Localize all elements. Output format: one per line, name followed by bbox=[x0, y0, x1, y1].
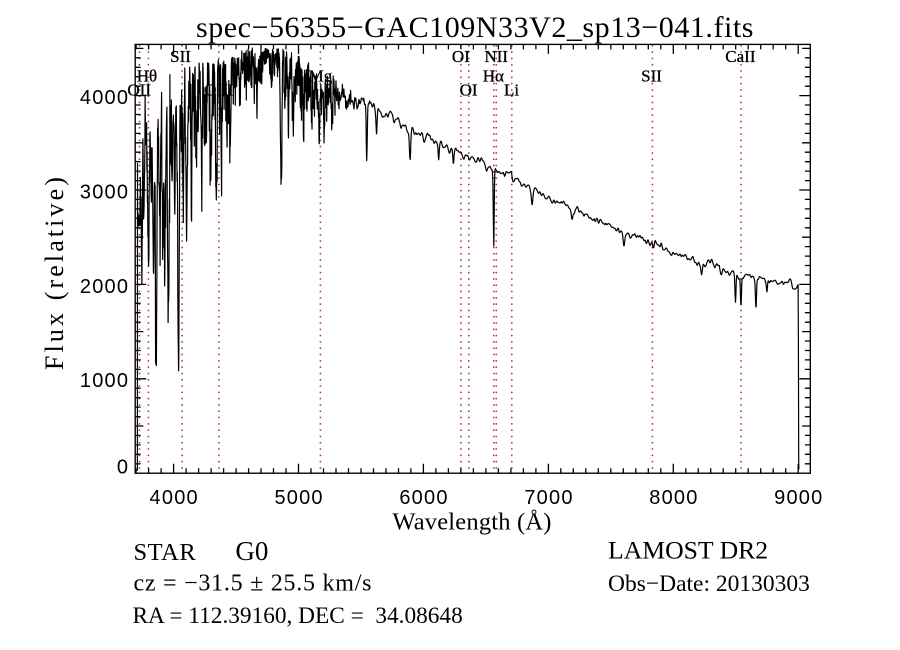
svg-text:Hα: Hα bbox=[483, 66, 504, 85]
svg-text:SII: SII bbox=[170, 47, 191, 66]
svg-text:0: 0 bbox=[117, 457, 129, 479]
svg-text:4000: 4000 bbox=[150, 487, 199, 509]
svg-text:5000: 5000 bbox=[274, 487, 323, 509]
svg-text:LAMOST DR2: LAMOST DR2 bbox=[608, 536, 768, 565]
svg-text:Wavelength (Å): Wavelength (Å) bbox=[392, 509, 551, 536]
svg-text:RA = 112.39160, DEC = 34.0864: RA = 112.39160, DEC = 34.08648 bbox=[133, 603, 463, 629]
svg-text:Hθ: Hθ bbox=[137, 66, 157, 85]
svg-text:NII: NII bbox=[484, 47, 508, 66]
svg-text:Obs−Date: 20130303: Obs−Date: 20130303 bbox=[608, 571, 810, 597]
svg-text:7000: 7000 bbox=[524, 487, 573, 509]
svg-text:OI: OI bbox=[452, 47, 470, 66]
svg-text:Mg: Mg bbox=[309, 66, 333, 85]
svg-text:9000: 9000 bbox=[774, 487, 823, 509]
svg-text:2000: 2000 bbox=[80, 276, 129, 298]
svg-text:SII: SII bbox=[641, 66, 662, 85]
svg-text:OIII: OIII bbox=[204, 81, 234, 100]
svg-text:3000: 3000 bbox=[80, 181, 129, 203]
svg-text:G0: G0 bbox=[235, 536, 268, 566]
svg-text:4000: 4000 bbox=[80, 87, 129, 109]
svg-text:OI: OI bbox=[460, 81, 478, 100]
svg-text:Flux (relative): Flux (relative) bbox=[40, 174, 69, 370]
svg-text:8000: 8000 bbox=[649, 487, 698, 509]
svg-text:CaII: CaII bbox=[725, 47, 756, 66]
svg-text:Li: Li bbox=[504, 81, 519, 100]
svg-text:OII: OII bbox=[127, 81, 151, 100]
svg-text:STAR: STAR bbox=[134, 539, 197, 566]
svg-text:spec−56355−GAC109N33V2_sp13−04: spec−56355−GAC109N33V2_sp13−041.fits bbox=[196, 11, 754, 44]
svg-text:6000: 6000 bbox=[399, 487, 448, 509]
svg-text:1000: 1000 bbox=[80, 370, 129, 392]
svg-text:cz = −31.5 ± 25.5 km/s: cz = −31.5 ± 25.5 km/s bbox=[134, 571, 373, 597]
